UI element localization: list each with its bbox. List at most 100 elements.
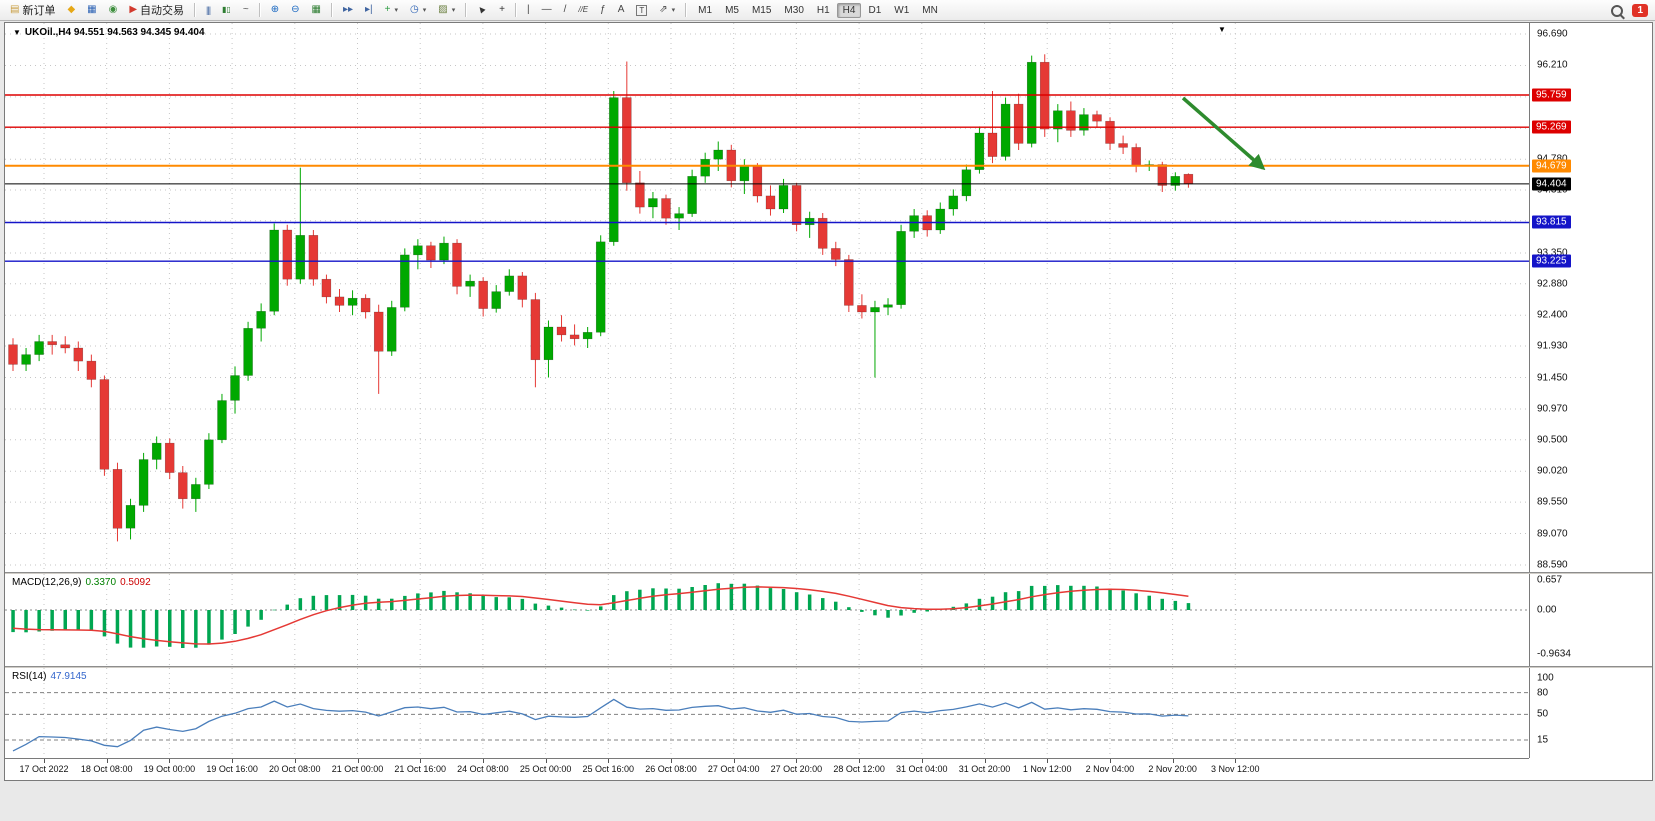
timeframe-mn-button[interactable]: MN xyxy=(922,4,938,16)
chart-header: ▼ UKOil.,H4 94.551 94.563 94.345 94.404 xyxy=(13,27,205,38)
chart-shift-icon[interactable]: ▸| xyxy=(360,0,378,20)
timeframe-m1-button[interactable]: M1 xyxy=(698,4,713,16)
price-tick-label: 92.880 xyxy=(1537,278,1568,290)
timeframe-h4-button[interactable]: H4 xyxy=(836,2,862,18)
data-window-icon[interactable]: ◉ xyxy=(104,0,123,20)
time-axis-label: 3 Nov 12:00 xyxy=(1211,764,1260,774)
zoom-in-icon[interactable]: ⊕ xyxy=(266,0,284,20)
candlestick-chart-icon[interactable]: ▮▯ xyxy=(217,0,236,20)
macd-splitter[interactable] xyxy=(5,572,1652,574)
time-axis-label: 1 Nov 12:00 xyxy=(1022,764,1072,774)
tile-windows-icon[interactable]: ▦ xyxy=(307,0,326,20)
periods-glyph: ◷ xyxy=(409,4,419,15)
price-tick-label: 94.780 xyxy=(1537,154,1568,165)
time-tick xyxy=(232,759,234,763)
macd-scale-label: 0.00 xyxy=(1537,604,1557,616)
arrows-button[interactable]: ⇗ ▾ xyxy=(654,0,680,20)
cursor-icon-glyph: ▲ xyxy=(474,2,490,18)
rsi-plot[interactable] xyxy=(5,668,1529,763)
timeframe-m5-button[interactable]: M5 xyxy=(725,4,739,16)
macd-chart[interactable] xyxy=(5,574,1529,666)
periods-button[interactable]: ◷ ▾ xyxy=(405,0,431,20)
channel-icon-glyph: //E xyxy=(578,5,589,14)
rsi-scale-label: 50 xyxy=(1537,708,1549,720)
price-level-badge: 94.404 xyxy=(1532,177,1571,191)
price-tick-label: 90.500 xyxy=(1537,434,1568,446)
search-icon[interactable] xyxy=(1611,4,1624,17)
candlestick-chart[interactable] xyxy=(5,23,1529,572)
chevron-down-icon: ▾ xyxy=(422,7,427,14)
time-axis-label: 2 Nov 04:00 xyxy=(1085,764,1135,774)
templates-button[interactable]: ▨ ▾ xyxy=(433,0,460,20)
price-level-badge: 95.269 xyxy=(1532,120,1571,134)
cursor-icon[interactable]: ▲ xyxy=(472,0,492,20)
chart-shift-marker-icon[interactable]: ▼ xyxy=(1218,25,1226,34)
toolbar: ▤ 新订单 ◆ ▦ ◉ ▶ 自动交易 ||| ▮▯ ~ ⊕ ⊖ ▦ ▸▸ ▸| + ▾ ◷ ▾ ▨ ▾ ▲ + | — ///E ƒ… xyxy=(0,0,1655,21)
rsi-chart[interactable] xyxy=(5,668,1529,758)
market-watch-icon[interactable]: ▦ xyxy=(82,0,101,20)
macd-signal-value: 0.5092 xyxy=(120,577,151,588)
trendline-icon-glyph: / xyxy=(563,4,567,15)
one-click-trading-toggle[interactable]: ▼ xyxy=(13,28,21,37)
favorites-icon[interactable]: ◆ xyxy=(62,0,80,20)
macd-header: MACD(12,26,9) 0.3370 0.5092 xyxy=(12,577,151,588)
timeframe-m30-button[interactable]: M30 xyxy=(784,4,804,16)
price-axis[interactable]: 96.69096.21095.73095.25094.78094.31093.8… xyxy=(1529,23,1652,758)
candlestick-chart-icon-glyph: ▮▯ xyxy=(222,5,231,14)
time-tick xyxy=(608,759,610,763)
time-tick xyxy=(169,759,171,763)
text-label-icon[interactable]: T xyxy=(631,0,652,20)
indicators-glyph: + xyxy=(384,4,391,15)
crosshair-icon[interactable]: + xyxy=(494,0,510,20)
time-tick xyxy=(420,759,422,763)
zoom-out-icon[interactable]: ⊖ xyxy=(286,0,304,20)
price-tick-label: 93.350 xyxy=(1537,247,1568,259)
time-axis-label: 21 Oct 16:00 xyxy=(394,764,446,774)
price-tick-label: 96.690 xyxy=(1537,28,1568,40)
price-tick-label: 91.930 xyxy=(1537,340,1568,352)
new-order-button[interactable]: ▤ 新订单 xyxy=(5,0,60,20)
horizontal-line-icon[interactable]: — xyxy=(537,0,557,20)
price-level-badge: 94.679 xyxy=(1532,159,1571,173)
line-chart-icon[interactable]: ~ xyxy=(238,0,254,20)
time-axis[interactable]: 17 Oct 2022 18 Oct 08:00 19 Oct 00:00 19 Oc… xyxy=(5,758,1529,780)
time-axis-label: 2 Nov 20:00 xyxy=(1148,764,1197,774)
timeframe-group: M1 M5 M15 M30 H1 H4 D1 W1 MN xyxy=(692,2,944,18)
auto-trading-button[interactable]: ▶ 自动交易 xyxy=(124,0,189,20)
fibonacci-icon[interactable]: ƒ xyxy=(595,0,611,20)
main-chart-plot[interactable] xyxy=(5,23,1529,577)
price-level-badge: 93.815 xyxy=(1532,215,1571,229)
channel-icon[interactable]: //E xyxy=(573,0,593,20)
timeframe-w1-button[interactable]: W1 xyxy=(894,4,910,16)
toolbar-separator xyxy=(465,3,468,17)
time-axis-label: 26 Oct 08:00 xyxy=(645,764,697,774)
vertical-line-icon[interactable]: | xyxy=(522,0,535,20)
auto-scroll-icon[interactable]: ▸▸ xyxy=(338,0,358,20)
time-axis-label: 18 Oct 08:00 xyxy=(80,764,133,774)
tile-windows-icon-glyph: ▦ xyxy=(311,4,321,15)
price-tick-label: 91.450 xyxy=(1537,372,1568,383)
notification-badge[interactable]: 1 xyxy=(1632,3,1648,17)
time-tick xyxy=(921,759,923,763)
rsi-splitter[interactable] xyxy=(5,666,1652,668)
time-tick xyxy=(671,759,672,763)
price-tick-label: 88.590 xyxy=(1537,559,1568,571)
text-icon[interactable]: A xyxy=(613,0,630,20)
timeframe-d1-button[interactable]: D1 xyxy=(868,4,882,16)
auto-trading-glyph: ▶ xyxy=(129,4,138,15)
timeframe-m15-button[interactable]: M15 xyxy=(751,4,772,16)
macd-plot[interactable] xyxy=(5,574,1529,671)
time-axis-label: 24 Oct 08:00 xyxy=(457,764,509,774)
time-axis-label: 31 Oct 04:00 xyxy=(896,764,948,774)
market-watch-icon-glyph: ▦ xyxy=(87,4,97,15)
timeframe-h1-button[interactable]: H1 xyxy=(816,4,830,16)
fibonacci-icon-glyph: ƒ xyxy=(600,4,606,15)
chart-shift-icon-glyph: ▸| xyxy=(365,4,373,15)
indicators-button[interactable]: + ▾ xyxy=(380,0,403,20)
time-tick xyxy=(545,759,547,763)
macd-scale-label: 0.657 xyxy=(1537,574,1563,586)
trendline-icon[interactable]: / xyxy=(559,0,572,20)
time-tick xyxy=(733,759,735,763)
price-tick-label: 90.020 xyxy=(1537,465,1568,477)
bar-chart-icon[interactable]: ||| xyxy=(201,0,215,20)
